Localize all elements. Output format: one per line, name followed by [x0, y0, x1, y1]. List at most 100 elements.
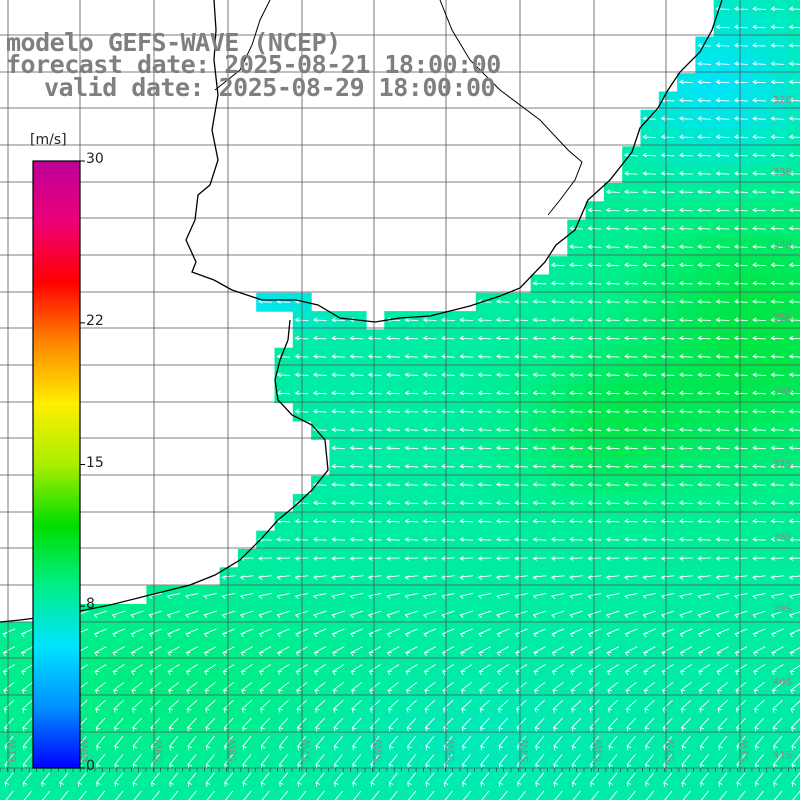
wind-arrow	[770, 97, 785, 103]
wind-arrow	[497, 681, 509, 694]
wind-arrow	[752, 225, 766, 231]
wind-arrow	[587, 317, 602, 323]
wind-arrow	[495, 299, 510, 304]
wind-arrow	[206, 790, 215, 800]
wind-arrow	[715, 171, 730, 176]
wind-arrow	[478, 664, 491, 676]
wind-arrow	[660, 463, 675, 469]
wind-arrow	[481, 790, 490, 800]
wind-arrow	[680, 681, 692, 694]
wind-arrow	[533, 681, 546, 694]
wind-arrow	[276, 537, 291, 542]
wind-arrow	[753, 699, 765, 713]
wind-arrow	[644, 717, 655, 732]
wind-arrow	[349, 390, 364, 396]
wind-arrow	[442, 664, 455, 676]
wind-arrow	[535, 754, 545, 769]
wind-arrow	[698, 664, 711, 676]
wind-arrow	[496, 610, 510, 619]
wind-arrow	[625, 664, 638, 676]
wind-arrow	[331, 463, 346, 469]
wind-arrow	[733, 556, 748, 561]
wind-arrow	[715, 427, 730, 432]
wind-arrow	[642, 171, 657, 176]
wind-arrow	[222, 664, 235, 676]
wind-arrow	[367, 592, 382, 600]
wind-arrow	[459, 518, 474, 524]
wind-arrow	[22, 772, 32, 787]
wind-arrow	[239, 575, 254, 580]
wind-arrow	[733, 445, 748, 451]
wind-arrow	[495, 427, 510, 432]
wind-cell	[128, 786, 147, 800]
wind-arrow	[386, 372, 400, 378]
wind-arrow	[440, 408, 455, 414]
wind-arrow	[679, 610, 693, 619]
wind-arrow	[697, 575, 712, 580]
wind-arrow	[514, 335, 529, 341]
wind-arrow	[642, 610, 657, 619]
wind-arrow	[20, 628, 34, 638]
wind-arrow	[386, 500, 400, 506]
wind-arrow	[241, 681, 253, 694]
wind-arrow	[443, 717, 454, 732]
wind-arrow	[224, 735, 234, 751]
wind-arrow	[553, 735, 563, 751]
wind-arrow	[697, 280, 712, 286]
wind-arrow	[550, 445, 565, 451]
wind-arrow	[715, 207, 730, 213]
wind-arrow	[387, 699, 399, 713]
wind-arrow	[788, 372, 800, 378]
wind-arrow	[733, 24, 748, 30]
wind-arrow	[754, 754, 764, 769]
wind-arrow	[770, 244, 785, 249]
wind-arrow	[697, 445, 712, 451]
wind-cell	[164, 786, 184, 800]
wind-arrow	[96, 790, 106, 800]
lon-label: 58W	[228, 739, 239, 762]
wind-cell	[786, 786, 800, 800]
wind-arrow	[587, 610, 602, 619]
wind-arrow	[312, 575, 327, 580]
wind-arrow	[259, 664, 272, 676]
wind-arrow	[517, 790, 526, 800]
wind-arrow	[279, 772, 289, 787]
wind-arrow	[166, 592, 181, 600]
wind-arrow	[312, 408, 327, 414]
wind-arrow	[459, 354, 474, 359]
wind-arrow	[587, 556, 602, 561]
wind-arrow	[590, 735, 600, 751]
wind-arrow	[645, 772, 655, 787]
wind-arrow	[733, 79, 748, 85]
wind-arrow	[605, 335, 620, 341]
wind-arrow	[788, 575, 800, 580]
wind-arrow	[332, 681, 344, 694]
wind-arrow	[2, 646, 16, 657]
wind-arrow	[514, 317, 529, 323]
wind-arrow	[791, 772, 800, 787]
wind-cell	[18, 786, 38, 800]
wind-arrow	[422, 610, 437, 619]
wind-cell	[54, 786, 74, 800]
wind-arrow	[422, 317, 437, 323]
wind-arrow	[626, 754, 636, 769]
wind-arrow	[697, 61, 712, 66]
wind-arrow	[349, 354, 364, 359]
wind-cell	[549, 786, 568, 800]
wind-arrow	[715, 134, 730, 140]
wind-arrow	[242, 754, 252, 769]
wind-arrow	[718, 772, 728, 787]
wind-cell	[585, 786, 605, 800]
wind-arrow	[186, 681, 198, 694]
wind-arrow	[752, 207, 766, 213]
wind-arrow	[736, 717, 746, 732]
wind-arrow	[678, 97, 693, 103]
wind-arrow	[770, 592, 785, 600]
wind-arrow	[791, 754, 800, 769]
wind-arrow	[514, 628, 528, 638]
wind-arrow	[733, 500, 748, 506]
wind-arrow	[752, 97, 766, 103]
wind-arrow	[623, 372, 638, 378]
wind-arrow	[260, 735, 270, 751]
